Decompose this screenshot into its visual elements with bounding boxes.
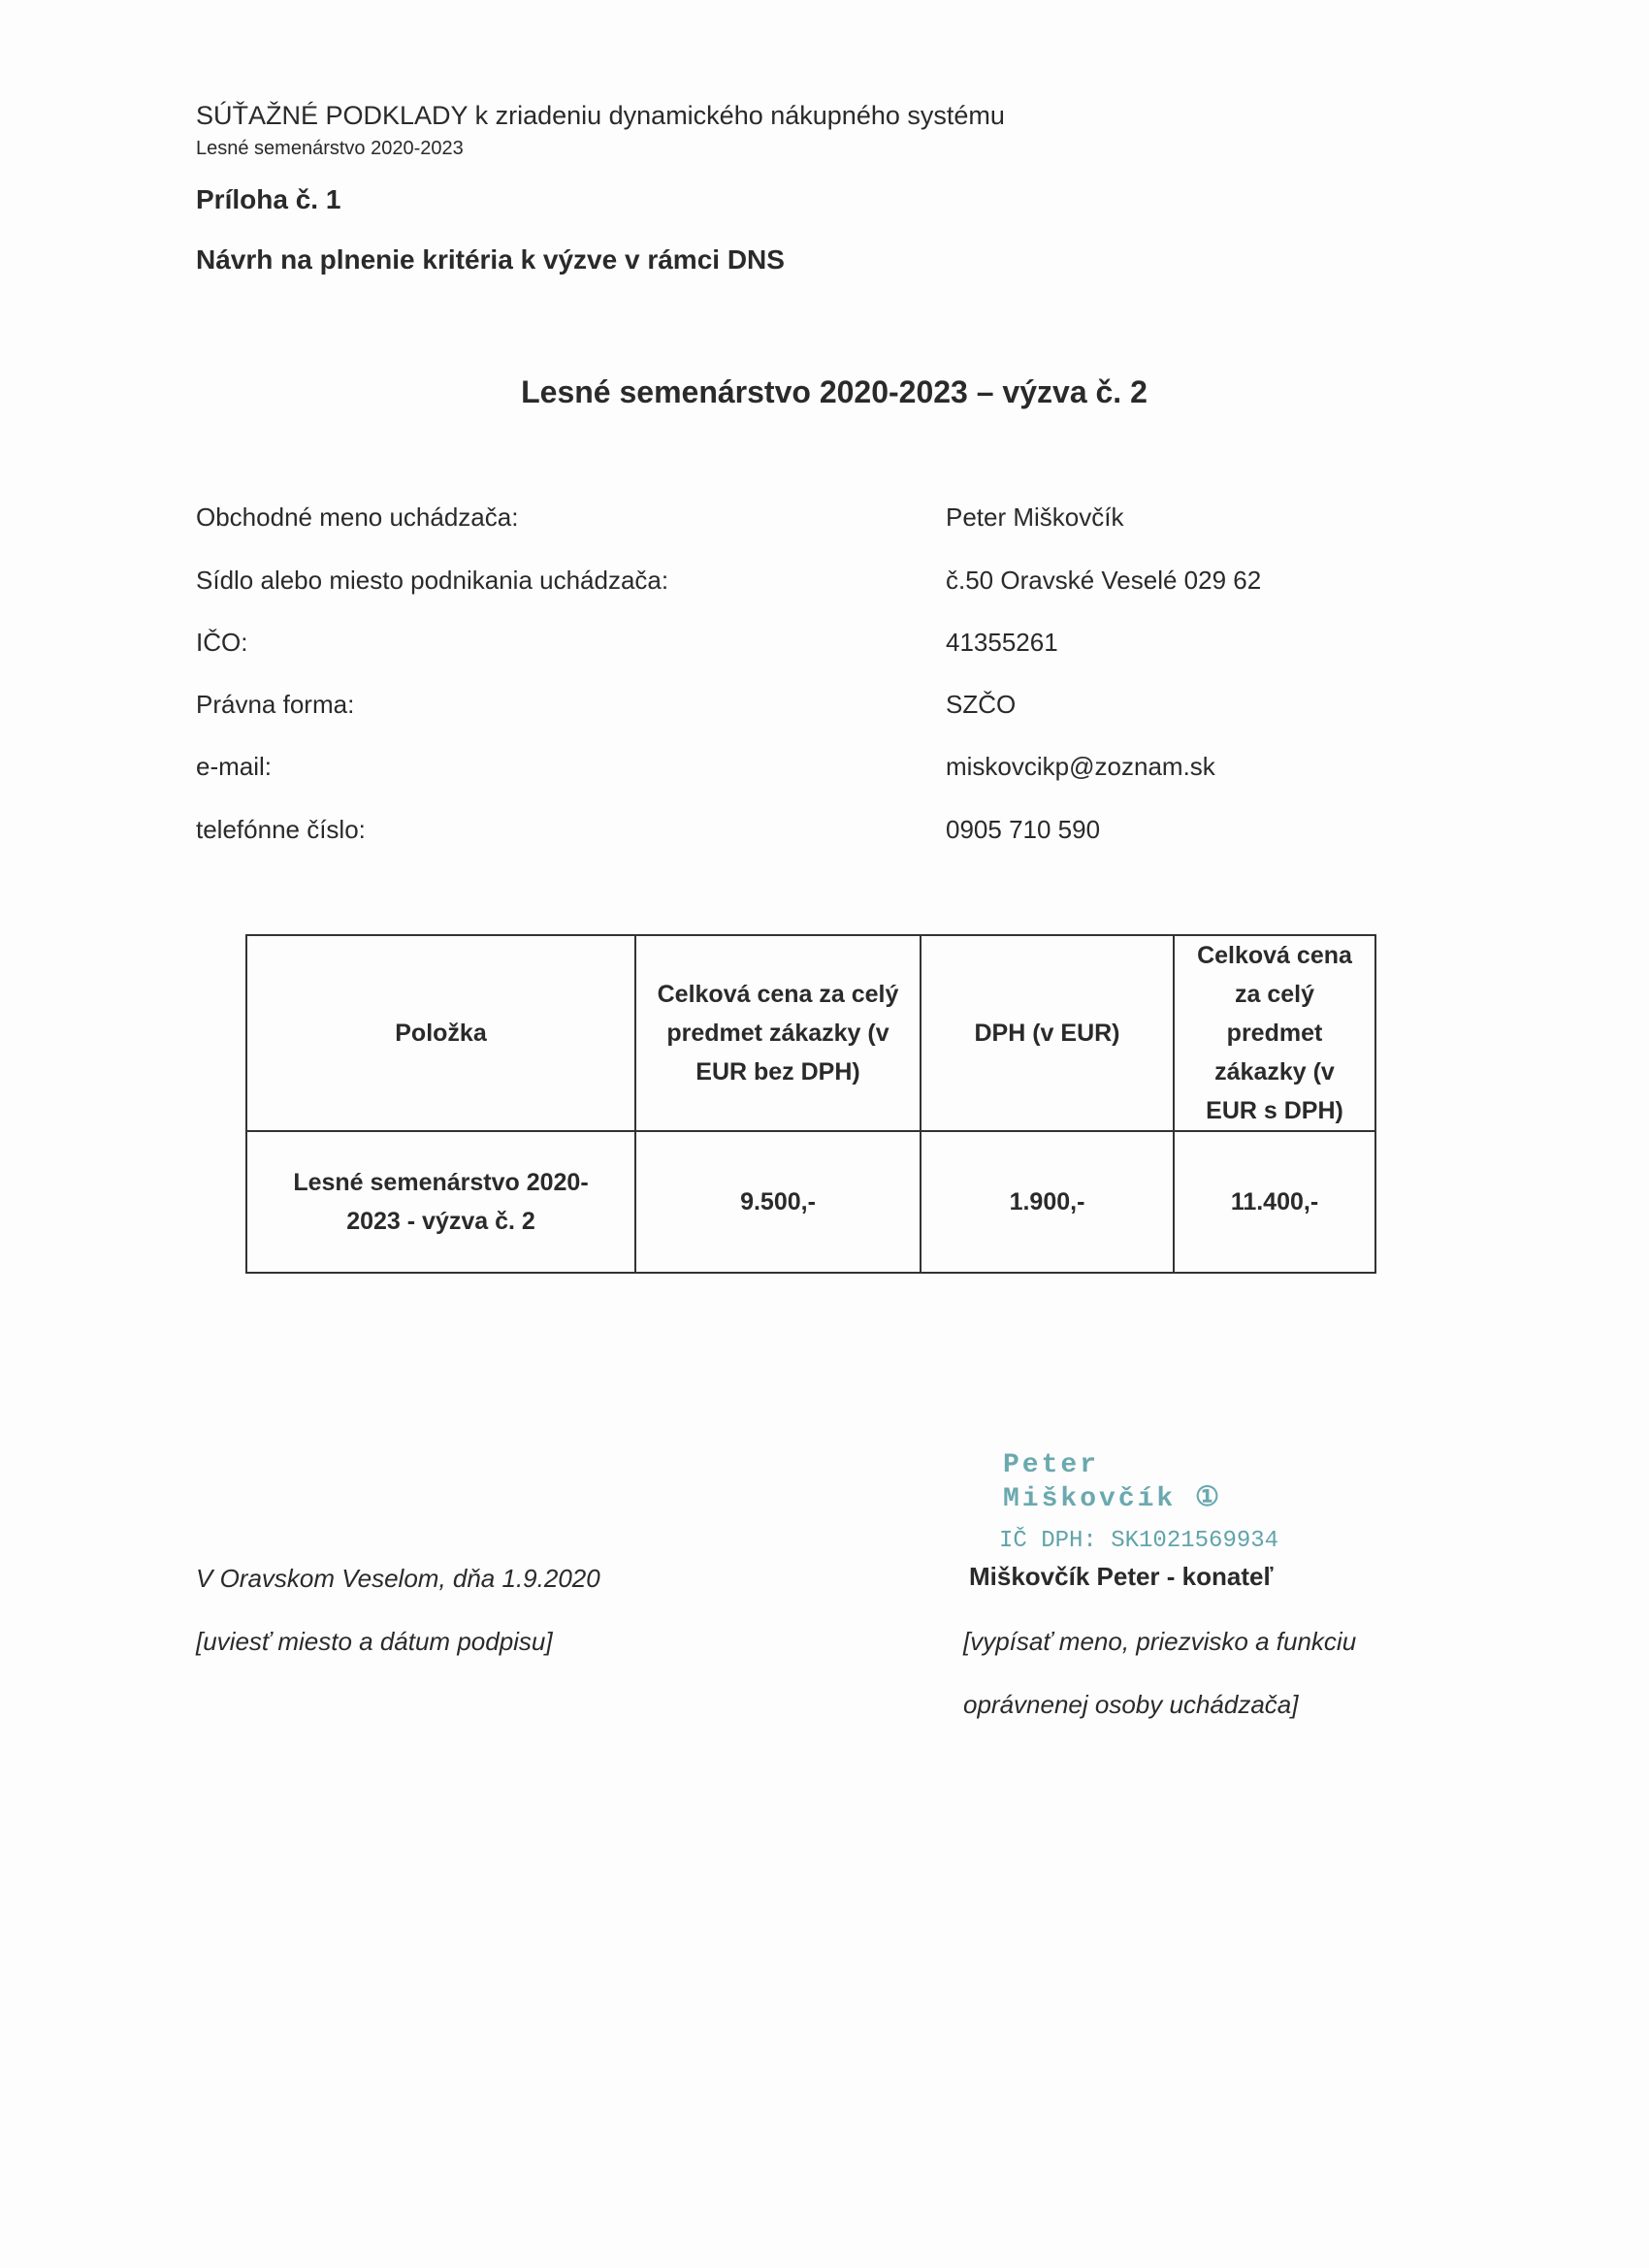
header-cell: Celková cena za celý predmet zákazky (v … bbox=[1173, 934, 1376, 1132]
signatory-hint-1: [vypísať meno, priezvisko a funkciu bbox=[963, 1627, 1357, 1656]
table-cell: Lesné semenárstvo 2020-2023 - výzva č. 2 bbox=[245, 1130, 636, 1274]
field-label: telefónne číslo: bbox=[196, 815, 366, 844]
table-cell: 9.500,- bbox=[634, 1130, 922, 1274]
header-cell: Položka bbox=[245, 934, 636, 1132]
field-value: SZČO bbox=[946, 690, 1017, 719]
place-date: V Oravskom Veselom, dňa 1.9.2020 bbox=[196, 1564, 600, 1593]
field-value: 0905 710 590 bbox=[946, 815, 1101, 844]
place-date-hint: [uviesť miesto a dátum podpisu] bbox=[196, 1627, 553, 1656]
header-line1: SÚŤAŽNÉ PODKLADY k zriadeniu dynamického… bbox=[196, 101, 1005, 130]
company-stamp: Peter Miškovčík ① IČ DPH: SK1021569934 bbox=[999, 1450, 1290, 1557]
field-label: Právna forma: bbox=[196, 690, 355, 719]
field-label: IČO: bbox=[196, 628, 248, 657]
header-line2: Lesné semenárstvo 2020-2023 bbox=[196, 138, 464, 159]
field-label: e-mail: bbox=[196, 752, 273, 781]
field-value: miskovcikp@zoznam.sk bbox=[946, 752, 1215, 781]
header-cell: Celková cena za celý predmet zákazky (v … bbox=[634, 934, 922, 1132]
table-cell: 1.900,- bbox=[920, 1130, 1175, 1274]
page-title: Lesné semenárstvo 2020-2023 – výzva č. 2 bbox=[521, 374, 1148, 409]
price-table: Položka Celková cena za celý predmet zák… bbox=[245, 934, 1376, 1274]
table-cell: 11.400,- bbox=[1173, 1130, 1376, 1274]
annex-label: Príloha č. 1 bbox=[196, 184, 341, 214]
signatory-name: Miškovčík Peter - konateľ bbox=[969, 1562, 1274, 1591]
table-header-row: Položka Celková cena za celý predmet zák… bbox=[245, 934, 1376, 1132]
subtitle: Návrh na plnenie kritéria k výzve v rámc… bbox=[196, 244, 785, 275]
field-value: č.50 Oravské Veselé 029 62 bbox=[946, 566, 1262, 595]
stamp-line1: Peter Miškovčík ① bbox=[1003, 1450, 1223, 1514]
table-row: Lesné semenárstvo 2020-2023 - výzva č. 2… bbox=[245, 1130, 1376, 1274]
field-value: Peter Miškovčík bbox=[946, 502, 1124, 532]
field-label: Sídlo alebo miesto podnikania uchádzača: bbox=[196, 566, 669, 595]
header-cell: DPH (v EUR) bbox=[920, 934, 1175, 1132]
signatory-hint-2: oprávnenej osoby uchádzača] bbox=[963, 1690, 1299, 1719]
field-value: 41355261 bbox=[946, 628, 1058, 657]
stamp-line2: IČ DPH: SK1021569934 bbox=[999, 1528, 1279, 1554]
field-label: Obchodné meno uchádzača: bbox=[196, 502, 519, 532]
